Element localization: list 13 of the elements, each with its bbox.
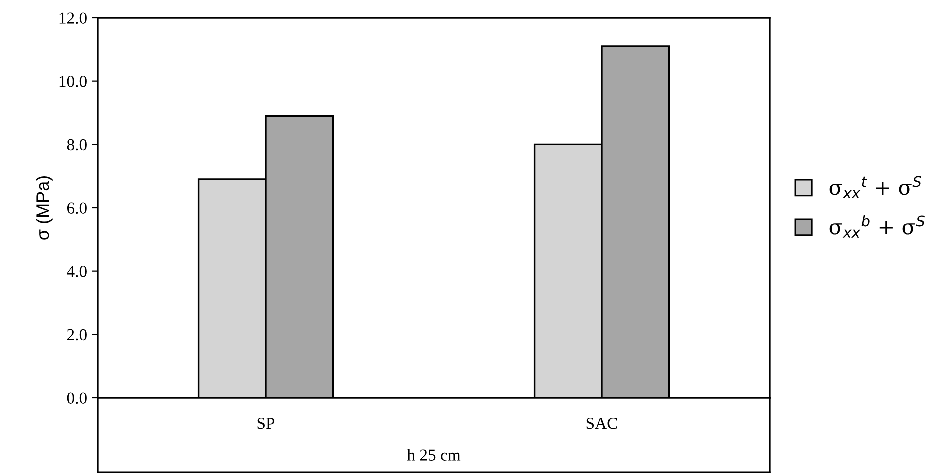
- y-axis-title: σ (MPa): [36, 176, 53, 240]
- x-tick-label: SP: [258, 418, 275, 430]
- y-tick-label: 12.0: [60, 12, 87, 24]
- y-tick-label: 10.0: [60, 76, 87, 88]
- y-tick-label: 0.0: [67, 392, 87, 404]
- y-tick-label: 6.0: [67, 202, 87, 214]
- legend-label: σ$_{xx}$$^{b}$ + σ$^{S}$: [830, 215, 925, 238]
- legend-label: σ$_{xx}$$^{t}$ + σ$^{S}$: [830, 176, 922, 198]
- y-tick-label: 4.0: [67, 266, 87, 278]
- x-axis-title: h 25 cm: [407, 449, 461, 461]
- y-tick-label: 2.0: [67, 329, 87, 341]
- y-tick-label: 8.0: [67, 139, 87, 151]
- x-tick-label: SAC: [586, 418, 618, 430]
